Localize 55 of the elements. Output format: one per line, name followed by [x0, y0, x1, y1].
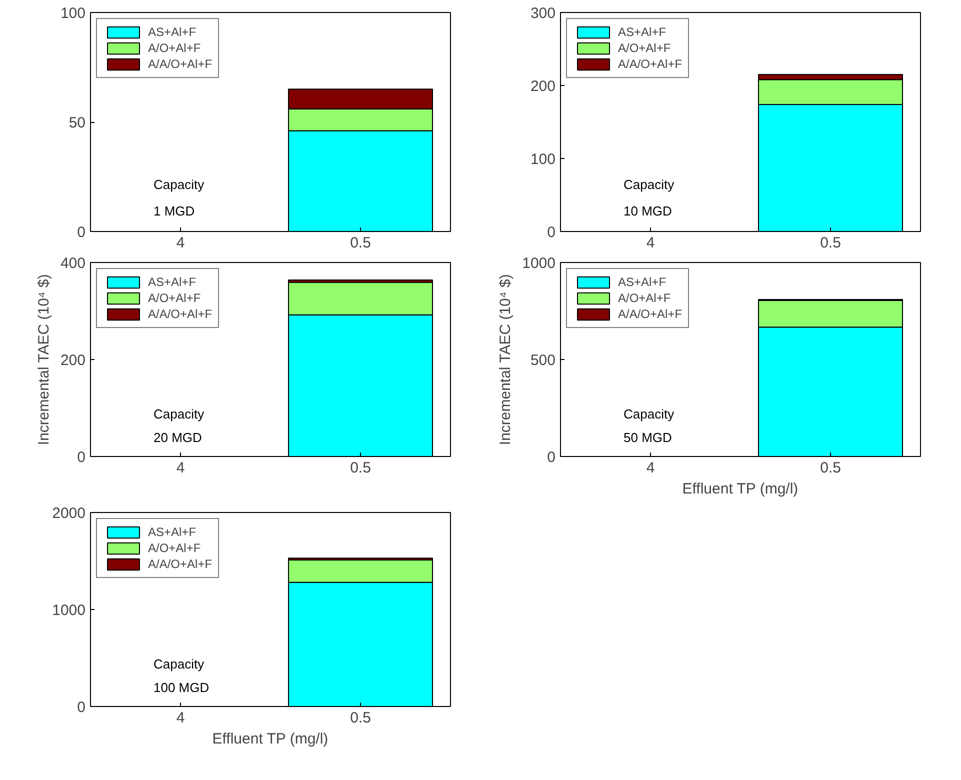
y-tick-label: 0: [77, 699, 86, 716]
y-tick-label: 300: [530, 5, 556, 22]
x-tick-label: 0.5: [350, 710, 371, 726]
legend-label: A/O+Al+F: [148, 541, 201, 555]
legend-label: AS+Al+F: [618, 25, 666, 39]
x-tick-label: 4: [646, 460, 655, 476]
legend-label: A/O+Al+F: [618, 41, 671, 55]
y-tick-label: 1000: [522, 255, 556, 272]
annotation: 20 MGD: [154, 430, 202, 445]
legend-label: A/O+Al+F: [618, 291, 671, 305]
legend-label: AS+Al+F: [148, 525, 196, 539]
annotation: 1 MGD: [154, 203, 195, 218]
x-axis-title: Effluent TP (mg/l): [682, 480, 798, 498]
annotation: 10 MGD: [624, 203, 672, 218]
annotation: Capacity: [154, 406, 205, 422]
y-tick-label: 500: [530, 352, 556, 369]
y-tick-label: 100: [530, 151, 556, 168]
y-axis-title: Incremental TAEC (10⁴ $): [35, 274, 52, 446]
legend-label: A/A/O+Al+F: [618, 57, 682, 71]
annotation: Capacity: [624, 406, 675, 422]
legend-label: AS+Al+F: [618, 275, 666, 289]
legend-label: AS+Al+F: [148, 25, 196, 39]
annotation: Capacity: [154, 656, 205, 672]
y-tick-label: 0: [547, 224, 556, 241]
y-tick-label: 0: [547, 449, 556, 466]
y-tick-label: 1000: [52, 602, 86, 619]
legend-label: AS+Al+F: [148, 275, 196, 289]
y-tick-label: 2000: [52, 505, 86, 522]
x-axis-title: Effluent TP (mg/l): [212, 730, 328, 748]
x-tick-label: 0.5: [350, 234, 371, 252]
legend-label: A/A/O+Al+F: [148, 307, 212, 321]
y-tick-label: 100: [60, 5, 86, 22]
annotation: 100 MGD: [154, 680, 210, 695]
x-tick-label: 0.5: [820, 460, 841, 476]
x-tick-label: 4: [176, 234, 185, 252]
x-tick-label: 4: [176, 460, 185, 476]
x-tick-label: 0.5: [820, 234, 841, 252]
x-tick-label: 4: [176, 710, 185, 726]
y-axis-title: Incremental TAEC (10⁴ $): [497, 274, 514, 446]
y-tick-label: 200: [530, 78, 556, 95]
annotation: Capacity: [624, 177, 675, 192]
y-tick-label: 0: [77, 224, 86, 241]
x-tick-label: 0.5: [350, 460, 371, 476]
y-tick-label: 0: [77, 449, 86, 466]
y-tick-label: 400: [60, 255, 86, 272]
legend-label: A/O+Al+F: [148, 291, 201, 305]
legend-label: A/A/O+Al+F: [618, 307, 682, 321]
annotation: Capacity: [154, 177, 205, 192]
legend-label: A/A/O+Al+F: [148, 57, 212, 71]
legend-label: A/A/O+Al+F: [148, 557, 212, 571]
legend-label: A/O+Al+F: [148, 41, 201, 55]
annotation: 50 MGD: [624, 430, 672, 445]
y-tick-label: 200: [60, 352, 86, 369]
y-tick-label: 50: [68, 114, 86, 132]
x-tick-label: 4: [646, 234, 655, 252]
